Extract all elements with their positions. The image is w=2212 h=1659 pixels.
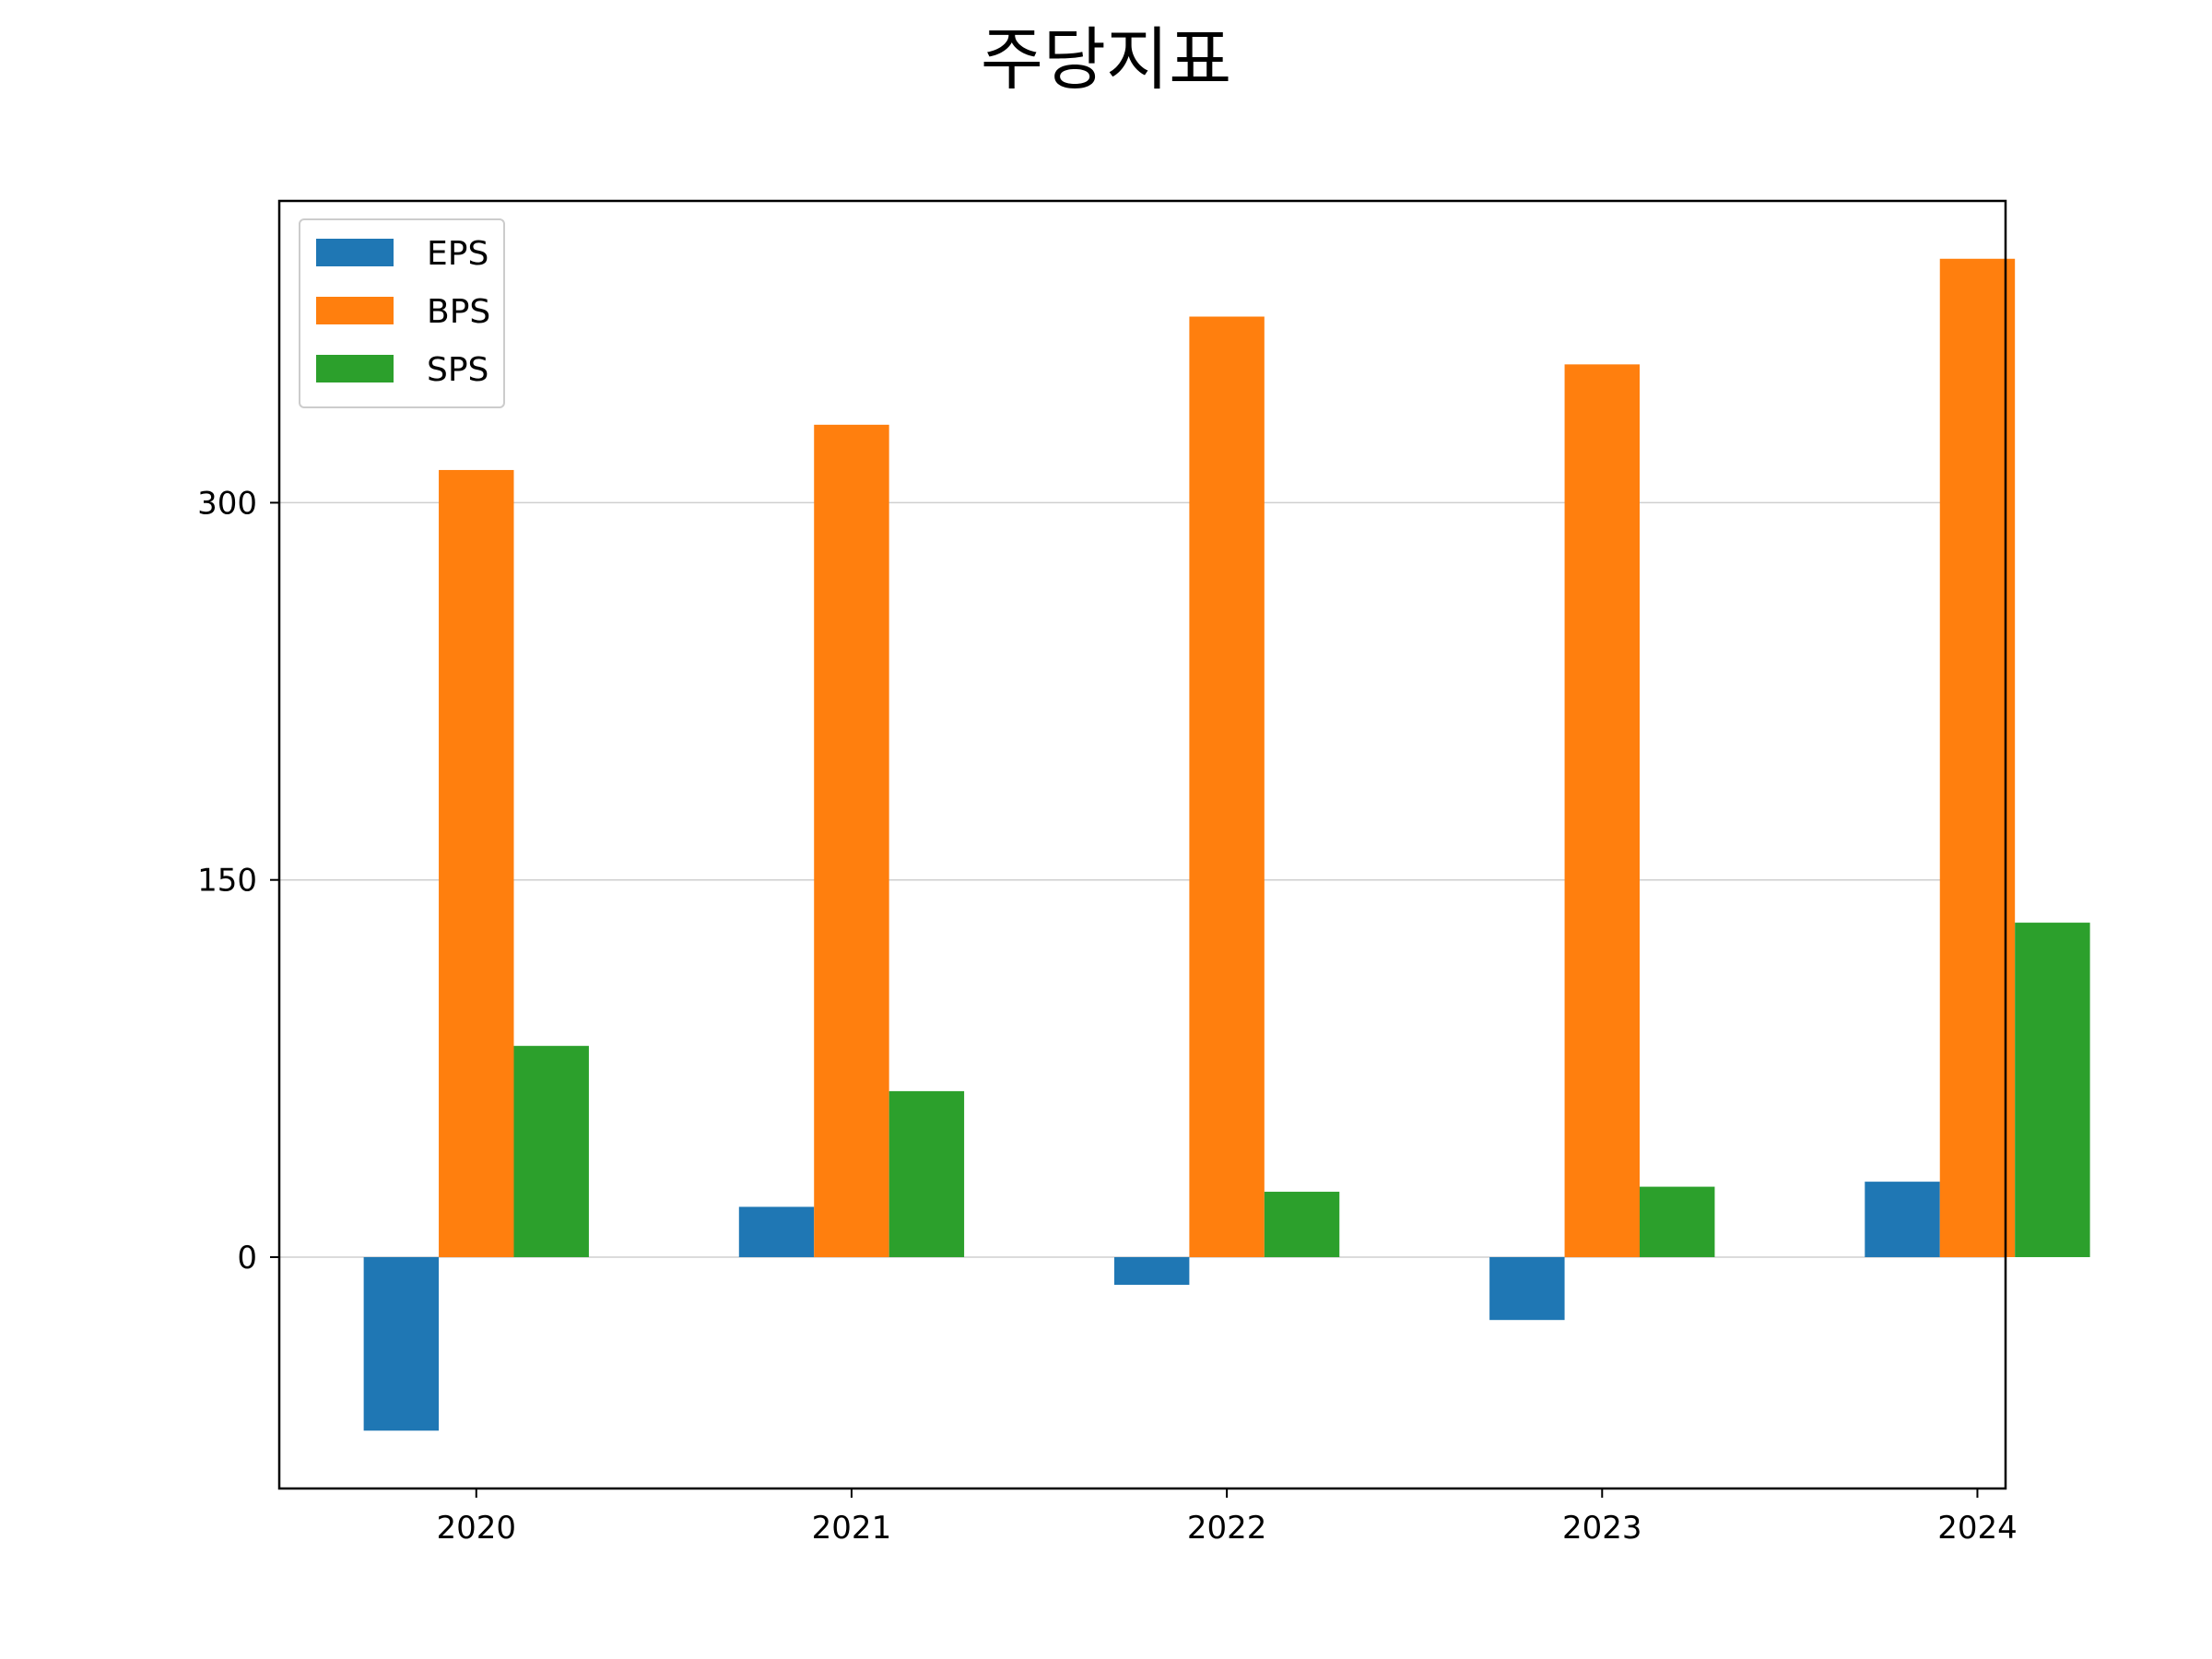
legend: EPS BPS SPS (299, 218, 505, 408)
chart-title: 주당지표 (981, 20, 1231, 100)
bar-eps-2020 (363, 1256, 440, 1431)
bar-bps-2022 (1189, 316, 1265, 1257)
bars (363, 258, 2090, 1431)
bar-eps-2021 (738, 1206, 815, 1257)
x-tick-label-2021: 2021 (812, 1510, 892, 1547)
legend-swatch-bps (316, 297, 394, 324)
bar-bps-2020 (439, 469, 514, 1257)
bar-eps-2023 (1489, 1256, 1565, 1321)
plot-area-frame (277, 199, 2007, 1490)
legend-swatch-sps (316, 355, 394, 382)
legend-label-sps: SPS (427, 351, 488, 389)
bar-eps-2022 (1113, 1256, 1190, 1285)
bar-bps-2024 (1939, 258, 2016, 1257)
x-tick-label-2022: 2022 (1187, 1510, 1267, 1547)
legend-label-bps: BPS (427, 293, 490, 331)
y-axis-ticks: 0 150 300 (197, 485, 279, 1277)
bar-sps-2023 (1640, 1186, 1715, 1257)
y-tick-label-300: 300 (197, 485, 257, 522)
bar-sps-2022 (1264, 1192, 1340, 1257)
x-tick-label-2024: 2024 (1937, 1510, 2018, 1547)
bar-bps-2021 (814, 424, 889, 1257)
x-tick-label-2023: 2023 (1562, 1510, 1642, 1547)
legend-swatch-eps (316, 239, 394, 266)
legend-label-eps: EPS (427, 235, 488, 273)
y-tick-label-150: 150 (197, 863, 257, 900)
x-axis-ticks: 2020 2021 2022 2023 2024 (437, 1488, 2018, 1547)
y-tick-label-0: 0 (237, 1240, 257, 1277)
bar-sps-2024 (2015, 923, 2090, 1257)
bar-bps-2023 (1564, 364, 1641, 1257)
bar-eps-2024 (1865, 1182, 1940, 1257)
x-tick-label-2020: 2020 (437, 1510, 517, 1547)
bar-sps-2021 (888, 1090, 965, 1257)
bar-sps-2020 (513, 1045, 589, 1257)
